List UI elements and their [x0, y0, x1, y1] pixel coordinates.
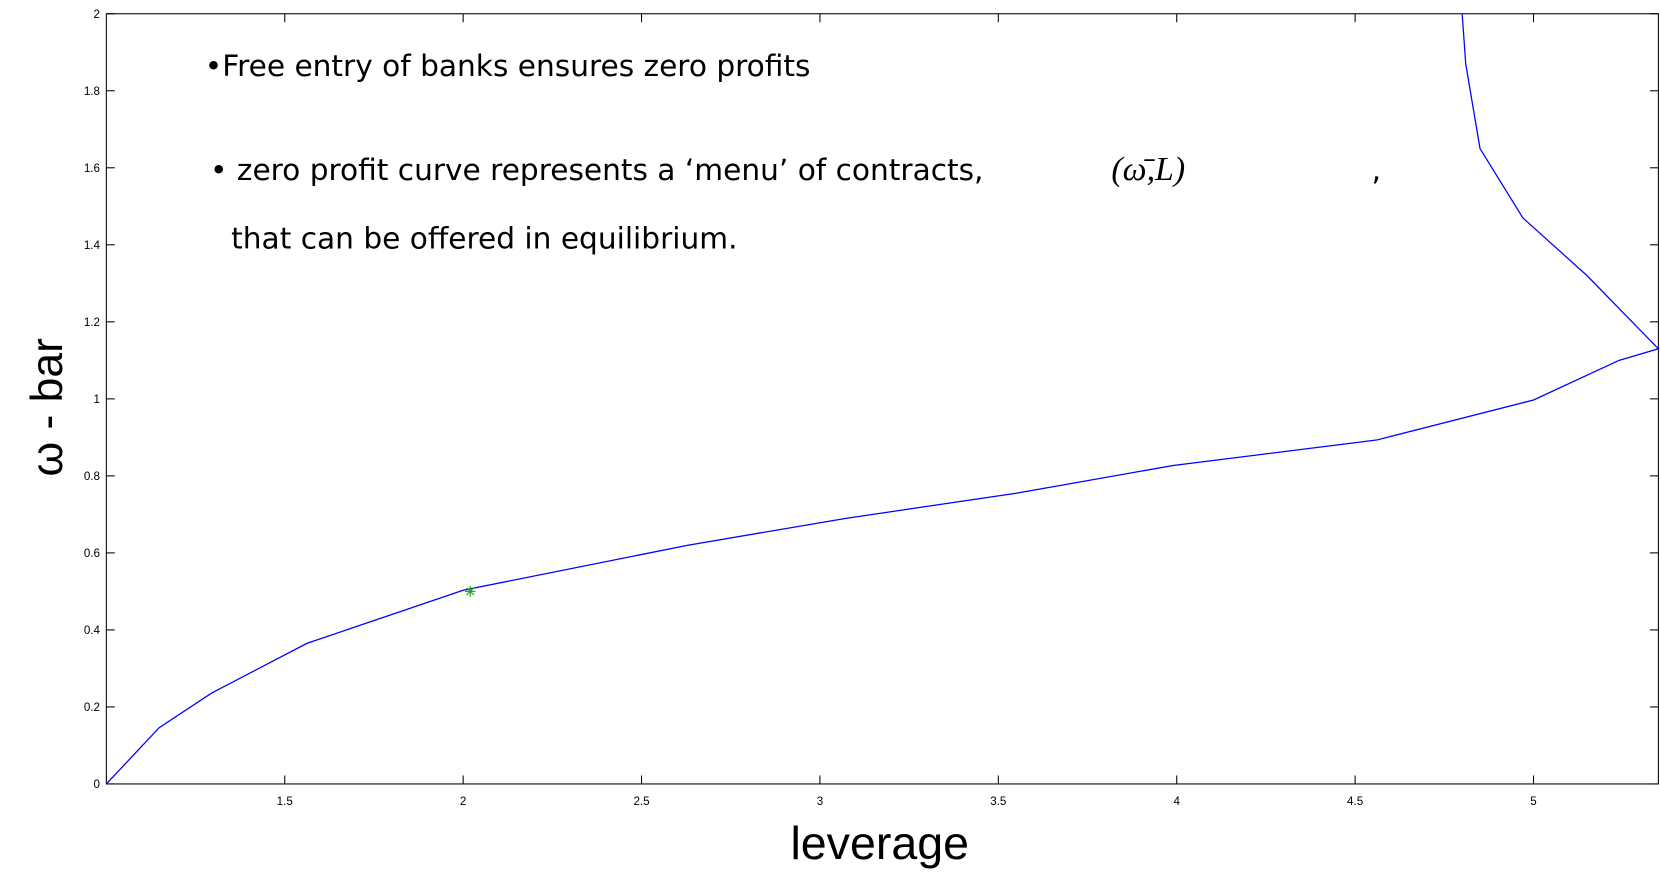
x-tick-label: 4.5 [1347, 795, 1363, 808]
point-marker [464, 586, 476, 597]
y-tick-label: 1.6 [84, 162, 100, 175]
axes-box [105, 13, 1659, 785]
y-tick-label: 0.8 [84, 470, 100, 483]
y-tick-label: 0.6 [84, 547, 100, 560]
y-tick-label: 1.2 [84, 316, 100, 329]
annotation: , [1372, 153, 1381, 187]
annotation: that can be offered in equilibrium. [231, 222, 737, 256]
x-tick-label: 2.5 [633, 795, 649, 808]
y-axis-label: ω - bar [23, 338, 72, 477]
annotation: •Free entry of banks ensures zero profit… [205, 49, 811, 83]
y-tick-label: 2 [94, 8, 100, 21]
x-tick-label: 4 [1173, 795, 1180, 808]
x-tick-label: 3 [817, 795, 823, 808]
annotation: • zero profit curve represents a ‘menu’ … [210, 153, 983, 187]
x-axis-label: leverage [790, 817, 969, 869]
annotation-formula: (ω̄,L) [1111, 151, 1185, 188]
curve [105, 13, 1660, 785]
marker-stroke [466, 587, 475, 596]
x-tick-label: 5 [1530, 795, 1536, 808]
y-tick-label: 0.4 [84, 624, 101, 637]
y-tick-label: 1.4 [84, 239, 101, 252]
x-tick-label: 1.5 [277, 795, 293, 808]
y-tick-label: 0 [94, 778, 101, 791]
x-tick-label: 3.5 [990, 795, 1006, 808]
y-tick-label: 1.8 [84, 85, 100, 98]
y-tick-label: 1 [94, 393, 100, 406]
y-tick-label: 0.2 [84, 701, 100, 714]
x-tick-label: 2 [460, 795, 466, 808]
